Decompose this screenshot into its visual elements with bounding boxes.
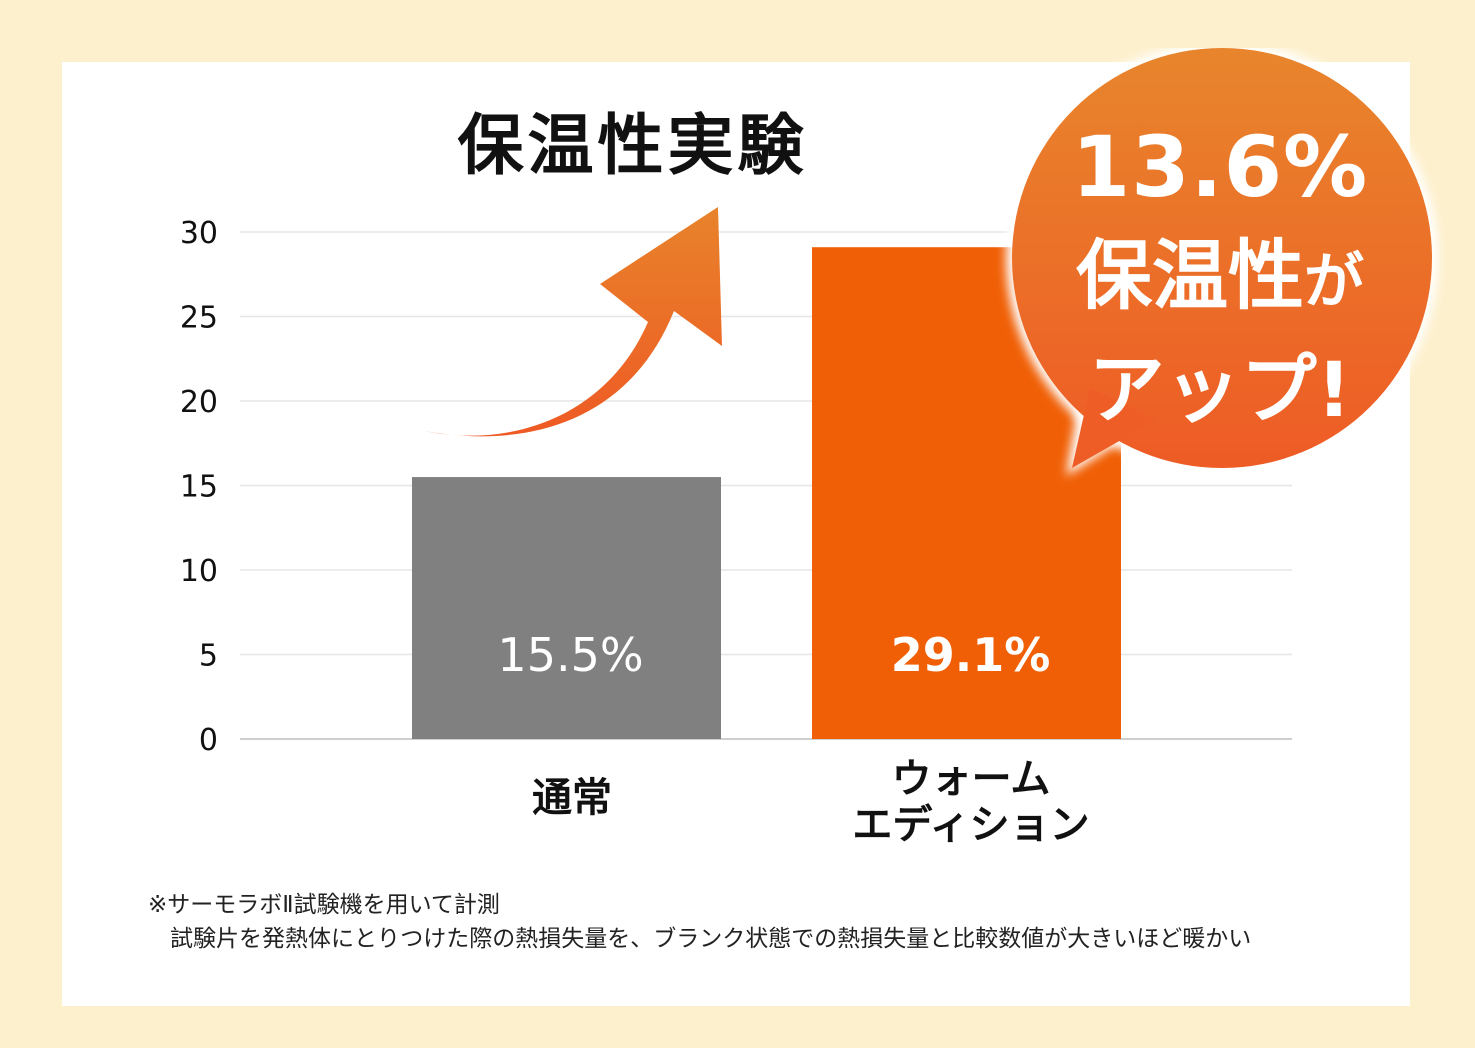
y-tick-label: 20 <box>180 385 218 420</box>
callout-line-1: 保温性が <box>1000 222 1440 336</box>
y-axis-ticks: 0 5 10 15 20 25 30 <box>180 216 218 758</box>
footnote-line-2: 試験片を発熱体にとりつけた際の熱損失量を、ブランク状態での熱損失量と比較数値が大… <box>170 926 1252 952</box>
y-tick-label: 5 <box>199 639 218 674</box>
bar <box>412 477 721 739</box>
category-label-warm-edition: ウォーム エディション <box>852 756 1090 848</box>
callout-line-2: アップ! <box>1088 345 1352 434</box>
y-tick-label: 10 <box>180 554 218 589</box>
callout-percentage: 13.6% <box>1071 118 1369 216</box>
footnote: ※サーモラボⅡ試験機を用いて計測 試験片を発熱体にとりつけた際の熱損失量を、ブラ… <box>148 888 1251 956</box>
callout-line-1-small: が <box>1304 247 1364 317</box>
y-tick-label: 15 <box>180 470 218 505</box>
chart-title: 保温性実験 <box>457 107 808 184</box>
category-label-normal: 通常 <box>532 775 612 821</box>
callout-bubble <box>1006 48 1438 476</box>
y-tick-label: 25 <box>180 301 218 336</box>
callout-line-1-main: 保温性 <box>1076 231 1304 320</box>
trend-arrow-icon <box>424 207 722 437</box>
bar-value-label: 29.1% <box>891 628 1051 682</box>
bar-value-labels: 15.5% 29.1% <box>497 628 1050 682</box>
callout-text: 13.6% 保温性が アップ! <box>1000 112 1440 444</box>
footnote-line-1: ※サーモラボⅡ試験機を用いて計測 <box>148 892 500 918</box>
y-tick-label: 0 <box>199 723 218 758</box>
y-tick-label: 30 <box>180 216 218 251</box>
bar-value-label: 15.5% <box>497 628 643 682</box>
